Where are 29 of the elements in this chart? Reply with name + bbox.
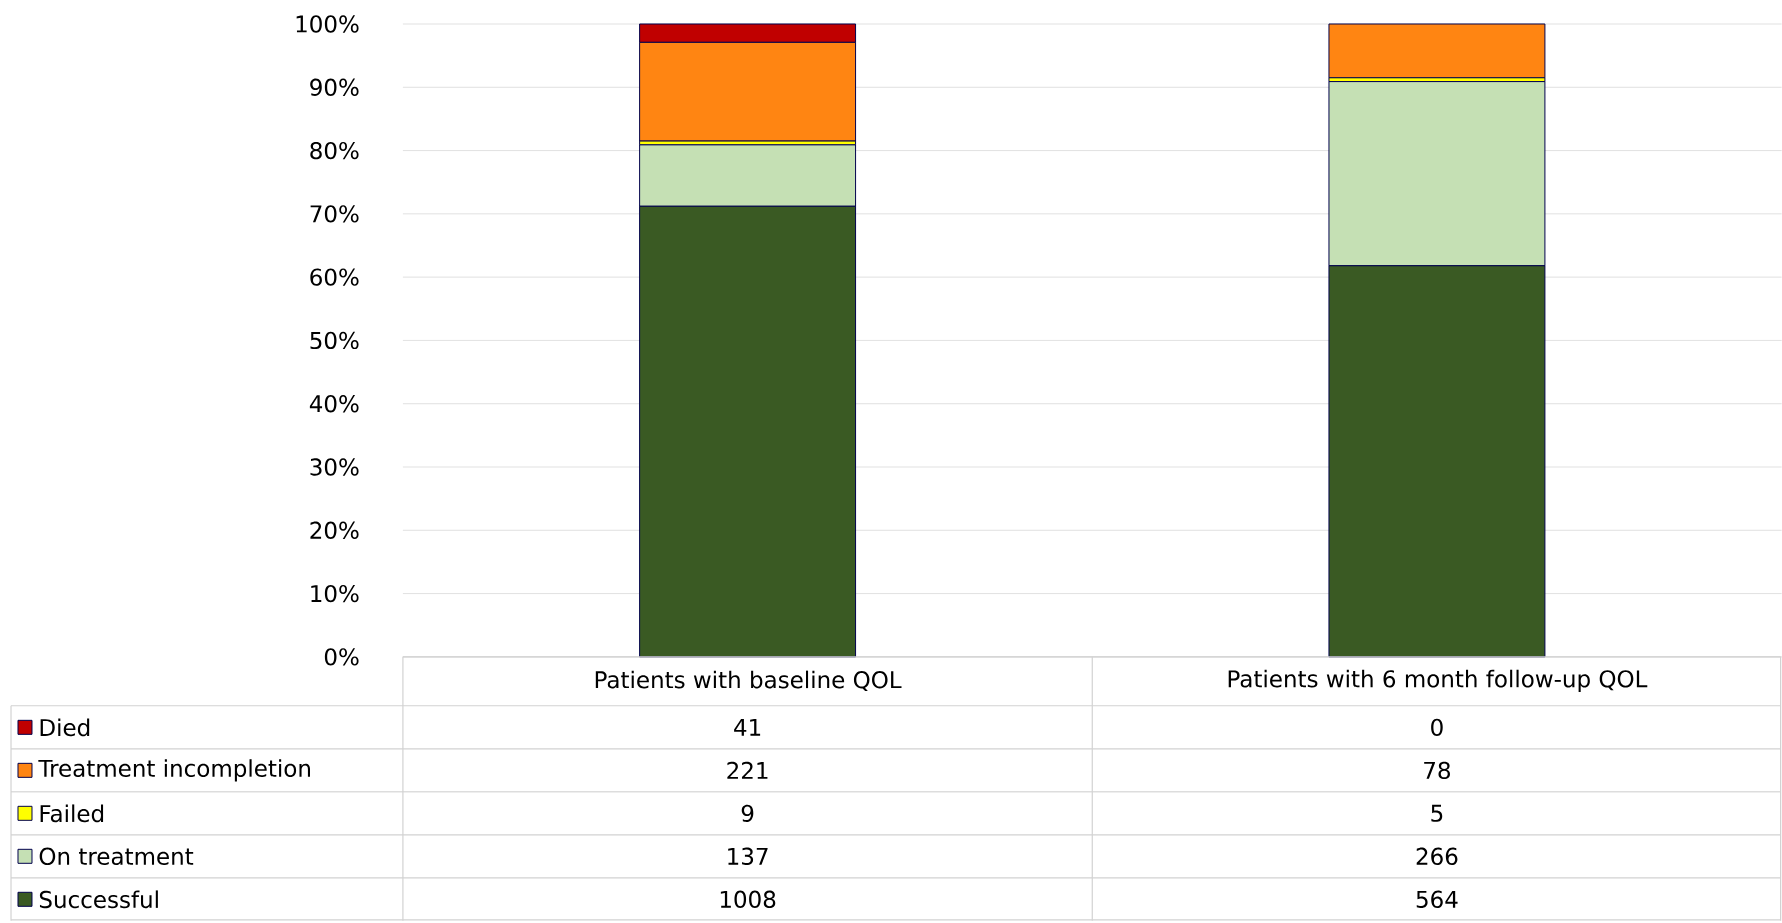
y-tick-label: 60% (310, 268, 359, 286)
text: 137 (728, 847, 768, 866)
y-tick-label: 90% (310, 78, 359, 97)
text: 41 (734, 719, 761, 736)
y-tick-label: 40% (309, 395, 359, 413)
x-tick-label: Patients with 6 month follow-up QOL (1228, 669, 1648, 693)
text: 1008 (720, 890, 776, 909)
legend-label: On treatment (39, 847, 194, 866)
legend-label: Failed (40, 804, 104, 823)
text: 564 (1416, 890, 1458, 909)
y-tick-label: 20% (310, 521, 359, 540)
text: 78 (1424, 761, 1450, 780)
text: 221 (727, 761, 768, 779)
text: 266 (1416, 847, 1458, 866)
legend-label: Died (40, 718, 90, 737)
y-tick-label: 30% (310, 458, 359, 476)
text: 9 (741, 804, 754, 823)
text: 5 (1431, 804, 1443, 822)
y-tick-label: 10% (311, 584, 359, 603)
y-tick-label: 80% (310, 141, 359, 160)
text: 0 (1431, 718, 1443, 737)
legend-label: Successful (39, 890, 158, 909)
legend-label: Treatment incompletion (38, 759, 310, 782)
bar (1328, 23, 1546, 79)
y-tick-label: 0% (324, 648, 359, 666)
y-tick-label: 100% (296, 15, 359, 33)
y-tick-label: 50% (310, 331, 359, 350)
x-tick-label: Patients with baseline QOL (595, 670, 902, 692)
y-tick-label: 70% (310, 205, 359, 223)
